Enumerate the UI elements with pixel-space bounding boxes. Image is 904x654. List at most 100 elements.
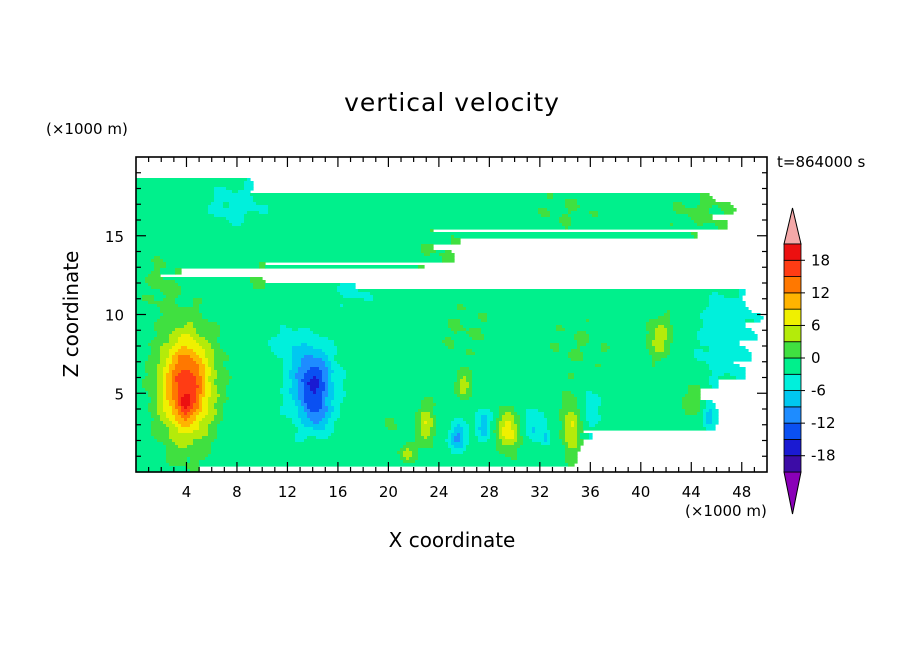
field-cell xyxy=(172,406,176,410)
field-cell xyxy=(457,307,467,311)
field-cell xyxy=(415,460,566,464)
field-cell xyxy=(190,394,197,398)
field-cell xyxy=(190,457,206,461)
field-cell xyxy=(163,406,173,410)
field-cell xyxy=(487,415,494,419)
field-cell xyxy=(487,427,491,431)
field-cell xyxy=(697,223,704,227)
field-cell xyxy=(145,277,164,281)
field-cell xyxy=(670,343,701,347)
field-cell xyxy=(202,409,209,413)
field-cell xyxy=(301,403,308,407)
field-cell xyxy=(421,415,431,419)
z-tick-label: 10 xyxy=(105,307,124,325)
field-cell xyxy=(535,427,548,431)
field-cell xyxy=(673,325,704,329)
field-cell xyxy=(136,367,146,371)
field-cell xyxy=(340,364,596,368)
field-cell xyxy=(175,424,182,428)
field-cell xyxy=(565,424,572,428)
field-cell xyxy=(187,460,191,464)
field-cell xyxy=(454,343,551,347)
field-cell xyxy=(331,373,347,377)
field-cell xyxy=(544,436,548,440)
field-cell xyxy=(157,367,164,371)
field-cell xyxy=(217,433,296,437)
field-cell xyxy=(322,391,329,395)
field-cell xyxy=(544,415,560,419)
field-cell xyxy=(691,217,713,221)
field-cell xyxy=(172,388,179,392)
field-cell xyxy=(418,451,452,455)
field-cell xyxy=(208,397,218,401)
field-cell xyxy=(193,421,200,425)
field-cell xyxy=(136,211,209,215)
field-cell xyxy=(205,415,215,419)
field-cell xyxy=(655,346,665,350)
field-cell xyxy=(424,253,431,257)
field-cell xyxy=(463,427,470,431)
field-cell xyxy=(172,385,179,389)
field-cell xyxy=(310,418,323,422)
field-cell xyxy=(703,310,752,314)
field-cell xyxy=(325,385,329,389)
field-cell xyxy=(460,385,470,389)
colorbar-label: 18 xyxy=(811,251,830,269)
field-cell xyxy=(340,406,422,410)
field-cell xyxy=(709,211,725,215)
field-cell xyxy=(574,376,710,380)
field-cell xyxy=(700,403,707,407)
field-cell xyxy=(211,202,224,206)
field-cell xyxy=(334,340,443,344)
field-cell xyxy=(178,412,185,416)
field-cell xyxy=(580,418,587,422)
field-cell xyxy=(292,394,299,398)
field-cell xyxy=(511,412,518,416)
field-cell xyxy=(487,424,491,428)
field-cell xyxy=(214,193,251,197)
field-cell xyxy=(292,364,302,368)
field-cell xyxy=(655,364,710,368)
field-cell xyxy=(439,253,455,257)
field-cell xyxy=(343,388,455,392)
field-cell xyxy=(646,337,656,341)
field-cell xyxy=(184,412,188,416)
field-cell xyxy=(166,454,209,458)
field-cell xyxy=(289,376,296,380)
field-cell xyxy=(175,364,200,368)
field-cell xyxy=(664,349,671,353)
field-cell xyxy=(298,427,314,431)
field-cell xyxy=(214,418,224,422)
field-cell xyxy=(157,394,164,398)
field-cell xyxy=(304,355,314,359)
field-cell xyxy=(457,433,461,437)
field-cell xyxy=(424,397,434,401)
field-cell xyxy=(700,196,713,200)
field-cell xyxy=(277,355,293,359)
chart-title: vertical velocity xyxy=(344,88,560,117)
field-cell xyxy=(337,286,356,290)
field-cell xyxy=(451,448,467,452)
field-cell xyxy=(319,382,326,386)
field-cell xyxy=(472,349,554,353)
field-cell xyxy=(706,361,734,365)
field-cell xyxy=(514,415,521,419)
field-cell xyxy=(565,328,647,332)
field-cell xyxy=(523,442,542,446)
field-cell xyxy=(460,319,482,323)
field-cell xyxy=(253,196,548,200)
field-cell xyxy=(217,397,230,401)
field-cell xyxy=(655,349,665,353)
field-cell xyxy=(289,370,299,374)
field-cell xyxy=(214,352,227,356)
field-cell xyxy=(199,364,206,368)
field-cell xyxy=(562,214,569,218)
field-cell xyxy=(496,448,518,452)
field-cell xyxy=(322,349,338,353)
field-cell xyxy=(199,385,203,389)
field-cell xyxy=(550,439,563,443)
field-cell xyxy=(334,430,416,434)
field-cell xyxy=(682,403,701,407)
colorbar-bin xyxy=(783,276,802,294)
field-cell xyxy=(151,433,170,437)
